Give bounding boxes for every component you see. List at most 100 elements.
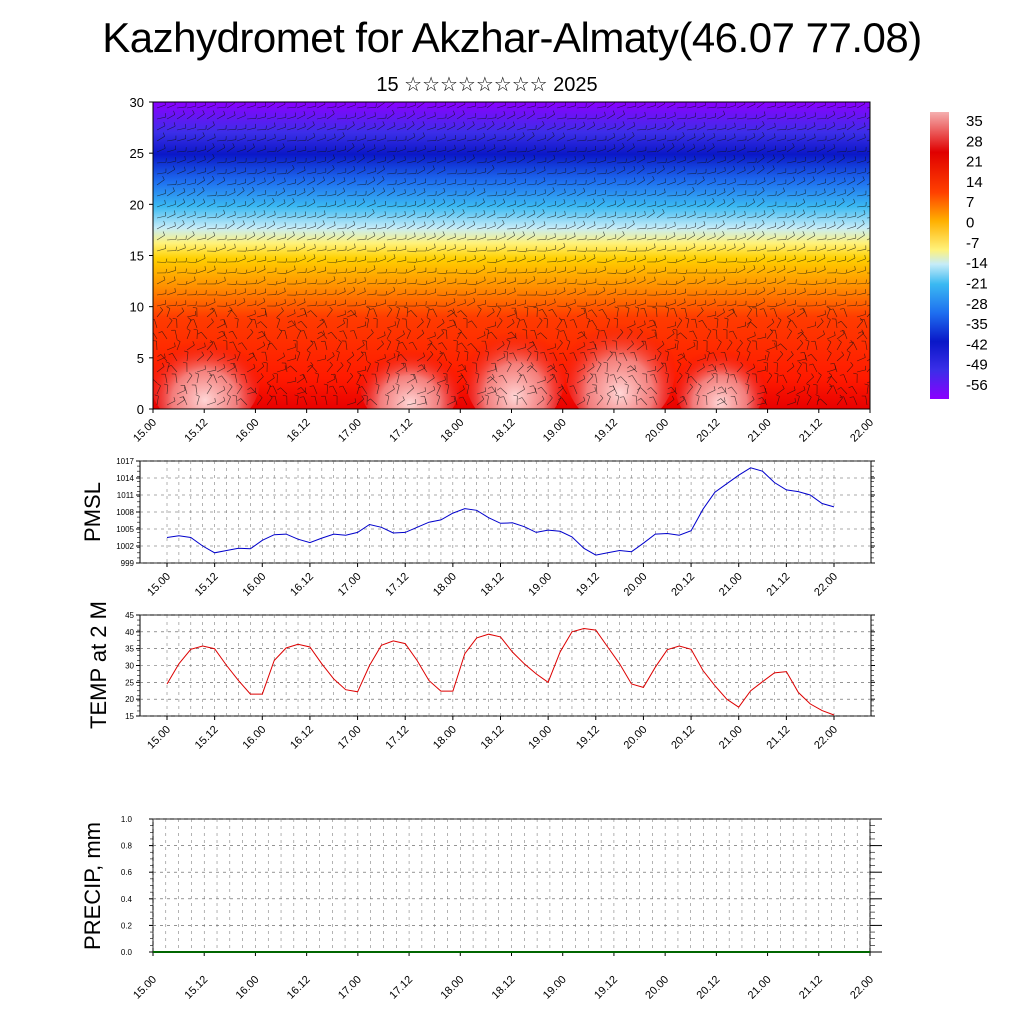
wind-barb xyxy=(436,126,446,131)
wind-barb-flag xyxy=(762,219,765,224)
wind-barb-flag xyxy=(674,299,676,304)
wind-barb xyxy=(402,342,408,351)
wind-barb-flag xyxy=(703,122,706,127)
wind-barb xyxy=(606,204,616,208)
wind-barb-flag xyxy=(232,220,235,225)
wind-barb xyxy=(866,385,869,395)
wind-barb-flag xyxy=(307,310,311,314)
wind-barb xyxy=(566,259,576,263)
wind-barb-flag xyxy=(695,394,700,397)
x-tick-label: 21.12 xyxy=(765,724,793,752)
wind-barb xyxy=(256,247,266,252)
wind-barb xyxy=(546,377,555,384)
wind-barb-flag xyxy=(296,350,301,353)
wind-barb xyxy=(236,148,246,153)
wind-barb-flag xyxy=(263,297,266,302)
wind-barb xyxy=(816,303,826,307)
wind-barb xyxy=(226,183,236,186)
wind-barb-flag xyxy=(712,198,715,202)
wind-barb xyxy=(726,374,730,384)
wind-barb-flag xyxy=(328,385,333,388)
wind-barb-flag xyxy=(264,177,266,182)
wind-barb xyxy=(546,172,556,175)
wind-barb-flag xyxy=(535,291,537,296)
wind-barb xyxy=(721,386,728,395)
wind-barb-flag xyxy=(247,387,251,390)
wind-barb xyxy=(186,138,196,142)
wind-barb xyxy=(586,118,597,120)
wind-barb xyxy=(706,330,712,340)
wind-barb-flag xyxy=(655,257,657,263)
wind-barb-flag xyxy=(393,353,396,358)
wind-barb xyxy=(786,249,796,252)
wind-barb xyxy=(264,308,268,318)
wind-barb xyxy=(166,169,175,175)
wind-barb xyxy=(536,224,546,230)
wind-barb-flag xyxy=(527,365,531,369)
wind-barb-flag xyxy=(504,254,506,259)
wind-barb-flag xyxy=(383,231,386,236)
wind-barb xyxy=(456,194,466,197)
wind-barb-flag xyxy=(477,306,482,310)
wind-barb xyxy=(736,127,746,131)
wind-barb-flag xyxy=(350,330,355,332)
wind-barb-flag xyxy=(454,144,456,149)
wind-barb xyxy=(556,161,566,164)
wind-barb-flag xyxy=(692,187,695,191)
wind-barb-flag xyxy=(444,122,446,127)
wind-barb xyxy=(436,257,446,263)
wind-barb-flag xyxy=(745,383,750,386)
wind-barb xyxy=(176,341,181,351)
wind-barb-flag xyxy=(484,350,489,353)
wind-barb xyxy=(286,302,296,307)
wind-barb xyxy=(686,345,696,351)
wind-barb-flag xyxy=(652,176,655,180)
wind-barb-flag xyxy=(542,198,545,203)
wind-barb xyxy=(226,386,233,395)
wind-barb xyxy=(456,283,467,285)
wind-barb xyxy=(846,237,856,241)
wind-barb xyxy=(206,310,215,318)
wind-barb-flag xyxy=(463,121,466,126)
wind-barb xyxy=(566,183,576,186)
wind-barb xyxy=(526,249,536,252)
wind-barb xyxy=(526,344,535,351)
wind-barb xyxy=(196,171,206,175)
wind-barb-flag xyxy=(593,121,596,126)
wind-barb xyxy=(536,202,545,208)
wind-barb xyxy=(496,247,506,252)
wind-barb-flag xyxy=(809,363,814,366)
wind-barb xyxy=(804,352,808,362)
wind-barb xyxy=(586,161,596,164)
wind-barb xyxy=(763,308,768,318)
wind-barb-flag xyxy=(465,383,470,386)
wind-barb-flag xyxy=(395,306,400,309)
wind-barb-flag xyxy=(544,189,546,194)
wind-barb xyxy=(426,247,436,252)
wind-barb xyxy=(346,216,356,219)
wind-barb xyxy=(686,128,696,131)
wind-barb xyxy=(626,135,635,142)
wind-barb-flag xyxy=(483,188,486,193)
wind-barb-flag xyxy=(260,373,264,377)
wind-barb xyxy=(636,227,646,230)
wind-barb xyxy=(756,248,766,252)
wind-barb xyxy=(776,374,779,384)
wind-barb xyxy=(196,128,206,131)
wind-barb xyxy=(843,374,848,384)
wind-barb-flag xyxy=(209,350,213,355)
wind-barb-flag xyxy=(705,269,708,274)
wind-barb xyxy=(416,158,425,164)
wind-barb xyxy=(426,335,436,340)
wind-barb-flag xyxy=(504,102,506,106)
wind-barb xyxy=(336,342,342,351)
heat-blob xyxy=(675,340,765,409)
wind-barb xyxy=(426,194,436,197)
wind-barb-flag xyxy=(211,318,214,322)
wind-barb-flag xyxy=(393,254,396,259)
wind-barb xyxy=(366,228,377,230)
wind-barb-flag xyxy=(584,287,586,292)
wind-barb xyxy=(316,171,326,175)
wind-barb-flag xyxy=(344,287,346,292)
wind-barb-flag xyxy=(338,339,342,343)
